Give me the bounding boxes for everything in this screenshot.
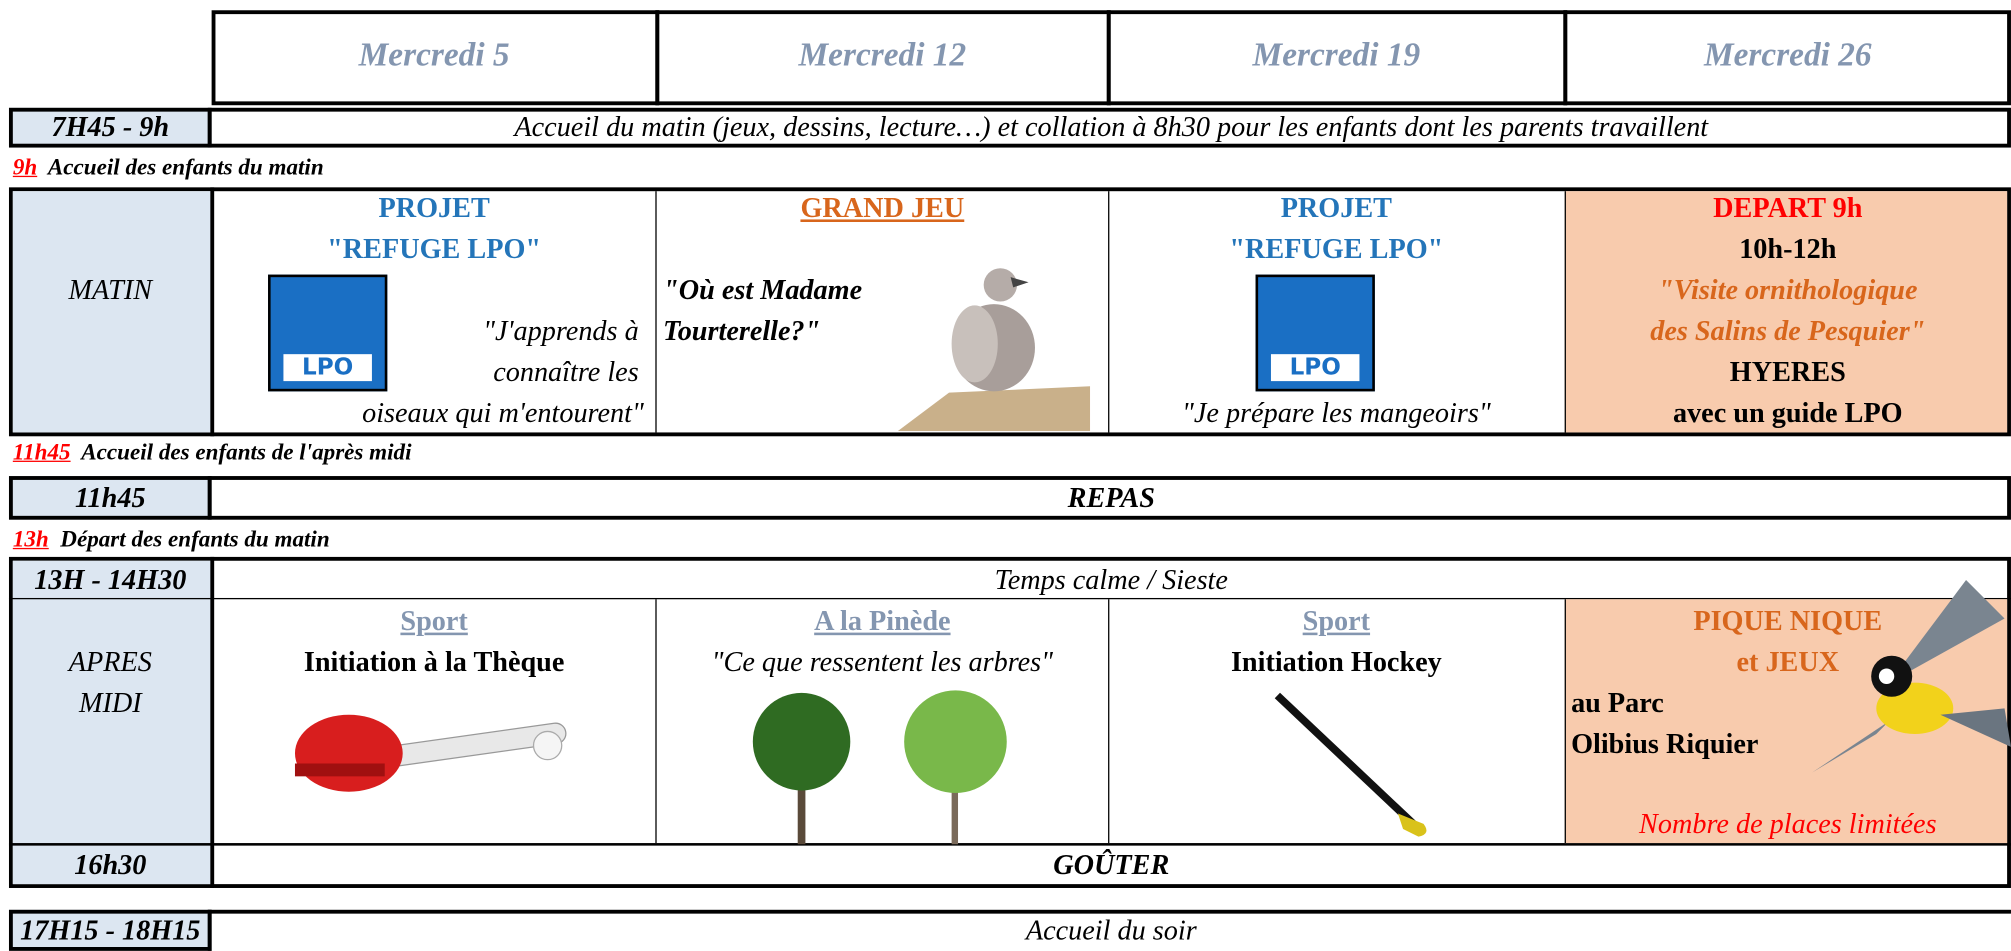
- text: "Où est Madame: [663, 273, 863, 306]
- logo-text: LPO: [283, 354, 372, 382]
- day: Mercredi 12: [798, 35, 967, 74]
- activity: Initiation Hockey: [1230, 645, 1442, 678]
- place: Olibius Riquier: [1571, 727, 1759, 760]
- hockey-stick-image: [1274, 692, 1427, 837]
- text: connaître les: [493, 355, 639, 388]
- text: "Je prépare les mangeoirs": [1182, 396, 1491, 429]
- time: 11h45: [75, 481, 146, 514]
- time: 13H - 14H30: [34, 563, 187, 596]
- bird-image: [1812, 580, 2011, 773]
- label: APRES: [68, 645, 152, 678]
- time: 17H15 - 18H15: [20, 913, 201, 946]
- label: MIDI: [78, 686, 142, 719]
- category: A la Pinède: [814, 604, 951, 637]
- label-cell: [12, 191, 212, 433]
- row-box: [207, 476, 2011, 520]
- note: 9h Accueil des enfants du matin: [13, 146, 324, 187]
- divider: [655, 599, 657, 844]
- title: PROJET: [378, 191, 490, 224]
- place: au Parc: [1571, 686, 1664, 719]
- row-text: Accueil du soir: [1025, 913, 1197, 946]
- activity: Initiation à la Thèque: [303, 645, 565, 678]
- line: HYERES: [1729, 355, 1846, 388]
- title: et JEUX: [1736, 645, 1840, 678]
- note-time: 11h45: [12, 438, 71, 465]
- divider: [655, 191, 657, 433]
- row-text: Accueil du matin (jeux, dessins, lecture…: [514, 110, 1709, 143]
- note-text: Accueil des enfants de l'après midi: [81, 438, 412, 465]
- matin-box: [8, 187, 2011, 437]
- note-text: Accueil des enfants du matin: [47, 153, 324, 180]
- header-box: [211, 10, 2011, 106]
- logo: LPO: [1255, 274, 1375, 392]
- day: Mercredi 19: [1252, 35, 1421, 74]
- dove-image: [897, 268, 1091, 432]
- line: des Salins de Pesquier": [1650, 314, 1926, 347]
- note-time: 9h: [12, 153, 38, 180]
- activity: "Ce que ressentent les arbres": [711, 645, 1054, 678]
- divider: [8, 597, 2011, 600]
- category: Sport: [400, 604, 468, 637]
- note: 13h Départ des enfants du matin: [13, 518, 330, 559]
- title: PIQUE NIQUE: [1693, 604, 1883, 637]
- day: Mercredi 26: [1703, 35, 1872, 74]
- divider: [1563, 10, 1568, 106]
- note: Nombre de places limitées: [1639, 807, 1937, 840]
- line: DEPART 9h: [1713, 191, 1863, 224]
- note-time: 13h: [12, 526, 49, 552]
- row-box: [207, 909, 2011, 951]
- note: 11h45 Accueil des enfants de l'après mid…: [13, 431, 412, 472]
- title: GRAND JEU: [800, 191, 965, 224]
- highlight-cell: [1564, 191, 2008, 433]
- divider: [1108, 191, 1110, 433]
- row-box: [207, 107, 2011, 148]
- label-cell: [12, 560, 212, 885]
- divider: [655, 10, 660, 106]
- row-text: REPAS: [1067, 481, 1155, 514]
- baseball-image: [294, 714, 567, 792]
- time: 16h30: [74, 848, 147, 881]
- note-text: Départ des enfants du matin: [60, 526, 330, 552]
- text: "J'apprends à: [483, 314, 639, 347]
- title: "REFUGE LPO": [327, 232, 542, 265]
- line: 10h-12h: [1739, 232, 1837, 265]
- divider: [1106, 10, 1111, 106]
- text: oiseaux qui m'entourent": [362, 396, 644, 429]
- trees-image: [752, 690, 1007, 845]
- divider: [210, 187, 215, 437]
- day: Mercredi 5: [358, 35, 510, 74]
- logo-text: LPO: [1270, 354, 1360, 382]
- afternoon-box: [8, 556, 2011, 888]
- logo: LPO: [268, 274, 388, 392]
- label: MATIN: [68, 273, 153, 306]
- row-text: Temps calme / Sieste: [994, 563, 1228, 596]
- line: "Visite ornithologique: [1658, 273, 1918, 306]
- time: 7H45 - 9h: [51, 110, 170, 143]
- title: PROJET: [1280, 191, 1393, 224]
- text: Tourterelle?": [663, 314, 821, 347]
- row-text: GOÛTER: [1053, 848, 1170, 881]
- divider: [1108, 599, 1110, 844]
- category: Sport: [1302, 604, 1371, 637]
- line: avec un guide LPO: [1672, 396, 1903, 429]
- divider: [210, 556, 215, 888]
- title: "REFUGE LPO": [1229, 232, 1444, 265]
- divider: [8, 843, 2011, 846]
